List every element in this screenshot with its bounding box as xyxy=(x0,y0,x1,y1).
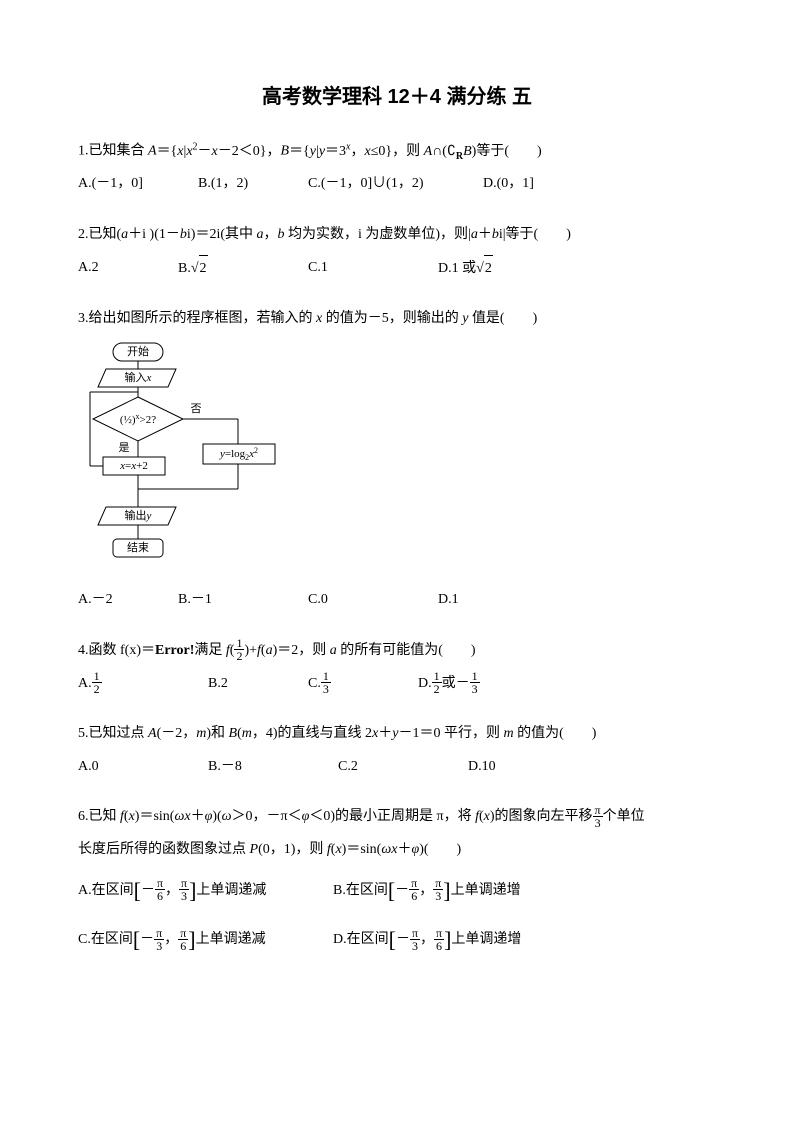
question-5: 5.已知过点 A(－2，m)和 B(m，4)的直线与直线 2x＋y－1＝0 平行… xyxy=(78,721,716,780)
q6-opt-b: B.在区间[－π6，π3]上单调递增 xyxy=(333,870,588,912)
q4-options: A.12 B.2 C.13 D.12或－13 xyxy=(78,671,716,698)
question-6: 6.已知 f(x)＝sin(ωx＋φ)(ω＞0，－π＜φ＜0)的最小正周期是 π… xyxy=(78,804,716,961)
q6-opt-a: A.在区间[－π6，π3]上单调递减 xyxy=(78,870,333,912)
q1-A: A xyxy=(148,144,157,159)
question-3: 3.给出如图所示的程序框图，若输入的 x 的值为－5，则输出的 y 值是( ) xyxy=(78,306,716,614)
q6-line2: 长度后所得的函数图象过点 P(0，1)，则 f(x)＝sin(ωx＋φ)( ) xyxy=(78,837,716,864)
q4-mid: 满足 f( xyxy=(194,643,234,658)
q1-eqA: ＝{x|x2－x－2＜0}， xyxy=(157,144,281,159)
q1-opt-a: A.(－1，0] xyxy=(78,171,198,198)
flow-end: 结束 xyxy=(127,541,149,554)
q6-line1: 6.已知 f(x)＝sin(ωx＋φ)(ω＞0，－π＜φ＜0)的最小正周期是 π… xyxy=(78,804,716,831)
q6-opt-d: D.在区间[－π3，π6]上单调递增 xyxy=(333,919,588,961)
q3-flowchart: 开始 输入x (½)x>2? 否 是 x=x+2 y=log2x2 输出y 结束 xyxy=(88,339,716,580)
q5-opt-b: B.－8 xyxy=(208,754,338,781)
q6-opt-c: C.在区间[－π3，π6]上单调递减 xyxy=(78,919,333,961)
q3-opt-b: B.－1 xyxy=(178,587,308,614)
q5-text: 5.已知过点 A(－2，m)和 B(m，4)的直线与直线 2x＋y－1＝0 平行… xyxy=(78,721,716,748)
q3-opt-c: C.0 xyxy=(308,587,438,614)
q4-err: Error! xyxy=(155,643,194,658)
q1-eqB: ＝{y|y＝3x，x≤0}，则 A∩(∁RB)等于( ) xyxy=(289,144,542,159)
flow-no: 否 xyxy=(191,403,202,415)
flow-a2: y=log2x2 xyxy=(219,446,258,462)
q3-opt-a: A.－2 xyxy=(78,587,178,614)
q1-opt-b: B.(1，2) xyxy=(198,171,308,198)
page-title: 高考数学理科 12＋4 满分练 五 xyxy=(78,80,716,109)
q3-text: 3.给出如图所示的程序框图，若输入的 x 的值为－5，则输出的 y 值是( ) xyxy=(78,306,716,333)
q1-B: B xyxy=(281,144,290,159)
flow-input: 输入x xyxy=(125,370,152,384)
q2-opt-d: D.1 或2 xyxy=(438,255,528,283)
q5-opt-c: C.2 xyxy=(338,754,468,781)
q2-opt-c: C.1 xyxy=(308,255,438,283)
question-4: 4.函数 f(x)＝Error!满足 f(12)+f(a)＝2，则 a 的所有可… xyxy=(78,638,716,697)
question-2: 2.已知(a＋i )(1－bi)＝2i(其中 a，b 均为实数，i 为虚数单位)… xyxy=(78,222,716,282)
q2-opt-b: B.2 xyxy=(178,255,308,283)
q1-opt-d: D.(0，1] xyxy=(483,171,573,198)
q2-options: A.2 B.2 C.1 D.1 或2 xyxy=(78,255,716,283)
q5-options: A.0 B.－8 C.2 D.10 xyxy=(78,754,716,781)
q1-options: A.(－1，0] B.(1，2) C.(－1，0]∪(1，2) D.(0，1] xyxy=(78,171,716,198)
q4-text: 4.函数 f(x)＝Error!满足 f(12)+f(a)＝2，则 a 的所有可… xyxy=(78,638,716,665)
q1-text: 1.已知集合 A＝{x|x2－x－2＜0}，B＝{y|y＝3x，x≤0}，则 A… xyxy=(78,137,716,165)
q1-opt-c: C.(－1，0]∪(1，2) xyxy=(308,171,483,198)
flow-cond: (½)x>2? xyxy=(120,412,156,426)
flow-output: 输出y xyxy=(125,508,152,522)
flowchart-svg: 开始 输入x (½)x>2? 否 是 x=x+2 y=log2x2 输出y 结束 xyxy=(88,339,298,569)
q3-options: A.－2 B.－1 C.0 D.1 xyxy=(78,587,716,614)
flow-start: 开始 xyxy=(127,344,149,358)
q6-options-row2: C.在区间[－π3，π6]上单调递减 D.在区间[－π3，π6]上单调递增 xyxy=(78,919,716,961)
flow-a1: x=x+2 xyxy=(119,460,148,472)
q5-opt-d: D.10 xyxy=(468,754,558,781)
q4-half: 12 xyxy=(234,637,244,662)
q4-opt-d: D.12或－13 xyxy=(418,671,558,698)
page: 高考数学理科 12＋4 满分练 五 1.已知集合 A＝{x|x2－x－2＜0}，… xyxy=(0,0,794,1011)
q4-opt-c: C.13 xyxy=(308,671,418,698)
q1-pre: 1.已知集合 xyxy=(78,144,148,159)
q4-pre: 4.函数 f(x)＝ xyxy=(78,643,155,658)
q3-opt-d: D.1 xyxy=(438,587,528,614)
flow-yes: 是 xyxy=(119,441,130,454)
q4-opt-b: B.2 xyxy=(208,671,308,698)
q4-opt-a: A.12 xyxy=(78,671,208,698)
q6-options-row1: A.在区间[－π6，π3]上单调递减 B.在区间[－π6，π3]上单调递增 xyxy=(78,870,716,912)
q4-mid2: )+f(a)＝2，则 a 的所有可能值为( ) xyxy=(244,643,475,658)
q5-opt-a: A.0 xyxy=(78,754,208,781)
q2-opt-a: A.2 xyxy=(78,255,178,283)
question-1: 1.已知集合 A＝{x|x2－x－2＜0}，B＝{y|y＝3x，x≤0}，则 A… xyxy=(78,137,716,198)
q2-text: 2.已知(a＋i )(1－bi)＝2i(其中 a，b 均为实数，i 为虚数单位)… xyxy=(78,222,716,249)
